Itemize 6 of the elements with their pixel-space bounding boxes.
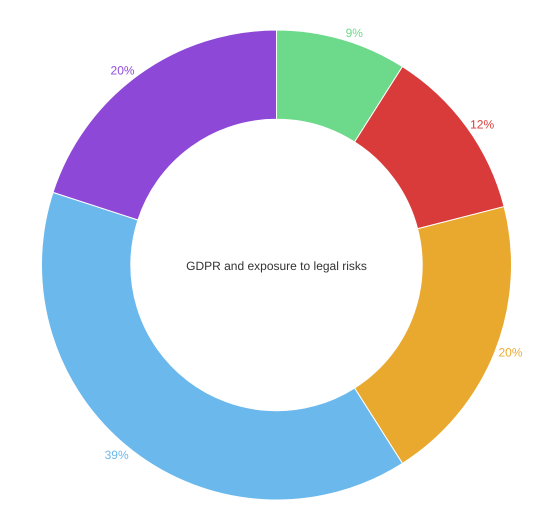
data-label: 12% (470, 117, 494, 132)
data-label: 20% (498, 345, 523, 360)
text: GDPR and exposure to legal risks (186, 259, 367, 273)
data-label: 9% (346, 26, 364, 40)
data-label: 20% (110, 63, 135, 78)
data-label: 39% (104, 448, 129, 462)
